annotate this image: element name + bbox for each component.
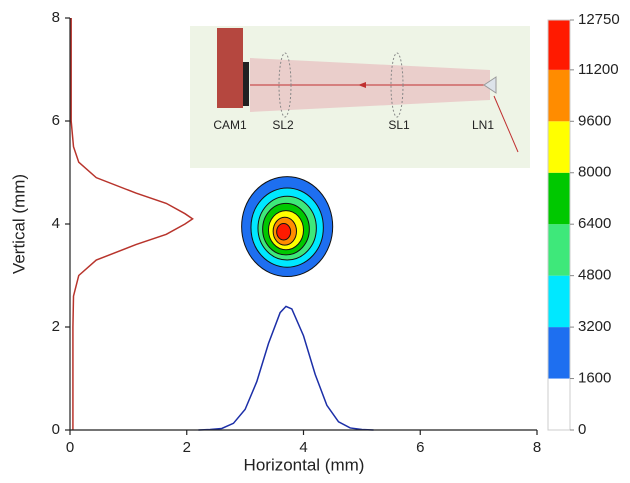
inset-label: CAM1 [213,118,247,132]
colorbar-frame [547,19,571,431]
camera [217,28,243,108]
y-tick-label: 0 [52,421,60,438]
beam-arrow [358,82,366,88]
y-axis-label: Vertical (mm) [9,174,28,274]
x-tick-label: 0 [66,439,74,456]
camera-sensor [243,62,249,106]
colorbar-band [548,172,570,225]
y-tick-label: 8 [52,9,60,26]
x-tick-label: 8 [533,439,541,456]
inset-label: SL2 [272,118,294,132]
colorbar-tick-label: 12750 [578,11,620,28]
colorbar-band [548,121,570,173]
colorbar-band [548,327,570,379]
colorbar-band [548,378,570,430]
y-tick-label: 6 [52,112,60,129]
colorbar-tick-label: 1600 [578,370,611,387]
x-tick-label: 2 [183,439,191,456]
colorbar-tick-label: 6400 [578,215,611,232]
x-axis-label: Horizontal (mm) [244,455,365,474]
colorbar-band [548,224,570,276]
y-tick-label: 4 [52,215,60,232]
colorbar-tick-label: 11200 [578,61,619,78]
colorbar-band [548,20,570,70]
colorbar-tick-label: 3200 [578,318,611,335]
lens-sl1 [390,52,404,118]
lens-ln1 [483,76,497,94]
horizontal-profile [198,305,374,431]
colorbar-tick-label: 0 [578,421,586,438]
inset-label: SL1 [388,118,410,132]
lens-sl2 [278,52,292,118]
colorbar-tick-label: 8000 [578,164,611,181]
colorbar-tick-label: 9600 [578,112,611,129]
y-tick-label: 2 [52,318,60,335]
inset-label: LN1 [472,118,494,132]
colorbar-band [548,69,570,122]
contour [276,222,292,241]
colorbar-band [548,275,570,328]
colorbar-tick-label: 4800 [578,267,611,284]
x-tick-label: 6 [416,439,424,456]
input-beam [493,95,519,153]
inset-diagram: CAM1 SL2 SL1 LN1 [190,26,530,168]
x-tick-label: 4 [299,439,307,456]
vertical-profile [70,18,194,430]
